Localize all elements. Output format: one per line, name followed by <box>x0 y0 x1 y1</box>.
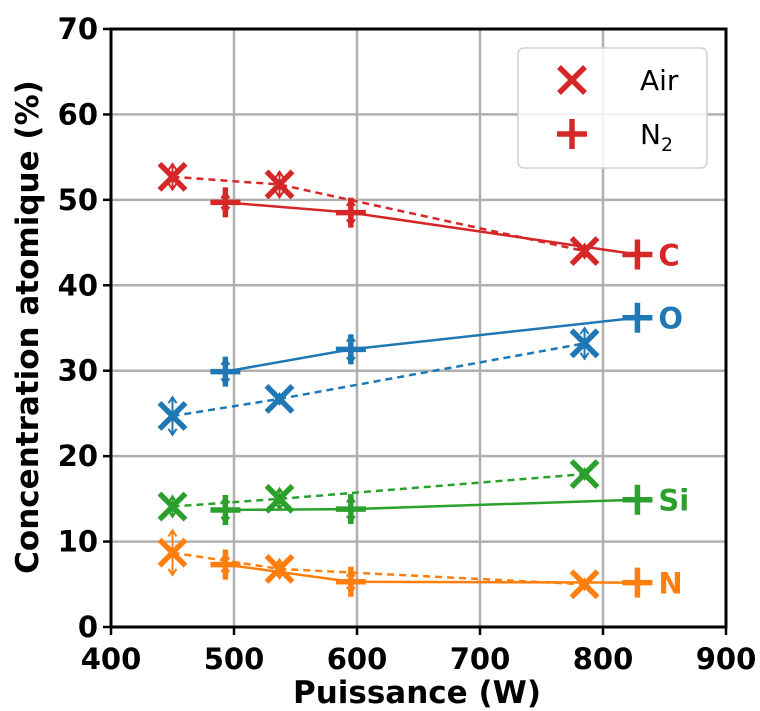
series-line <box>172 175 585 253</box>
plus-marker <box>622 567 653 598</box>
plus-marker <box>622 484 653 515</box>
series-n-n2 <box>210 549 653 598</box>
y-tick-label: 20 <box>58 439 98 473</box>
y-tick-label: 60 <box>58 97 98 131</box>
legend-label-subscript: 2 <box>661 134 673 156</box>
series-c-n2 <box>210 187 653 270</box>
x-marker <box>157 537 188 568</box>
error-cap-top <box>167 395 178 404</box>
plus-marker <box>622 302 653 333</box>
x-tick-label: 900 <box>696 642 757 676</box>
y-tick-label: 30 <box>58 354 98 388</box>
y-tick-label: 50 <box>58 183 98 217</box>
x-marker <box>569 569 600 600</box>
series-line <box>225 201 638 256</box>
element-label-o: O <box>658 302 683 336</box>
plus-marker <box>335 566 366 597</box>
legend-label: Air <box>640 64 679 97</box>
error-cap-top <box>579 326 590 335</box>
plus-marker <box>335 494 366 525</box>
x-tick-label: 800 <box>573 642 634 676</box>
legend-box <box>517 47 708 169</box>
y-tick-label: 40 <box>58 268 98 302</box>
y-tick-label: 70 <box>58 12 98 46</box>
error-cap-bottom <box>579 352 590 361</box>
legend-entry-1: N2 <box>557 118 673 156</box>
plus-marker <box>557 119 587 149</box>
element-label-n: N <box>658 567 682 601</box>
legend-entry-0: Air <box>557 64 679 97</box>
error-cap-bottom <box>167 183 178 192</box>
plus-marker <box>335 334 366 365</box>
x-marker <box>264 553 295 584</box>
y-axis-title: Concentration atomique (%) <box>10 80 46 574</box>
x-tick-label: 700 <box>450 642 511 676</box>
error-cap-top <box>167 528 178 538</box>
x-marker <box>569 236 600 267</box>
x-marker <box>569 459 600 490</box>
plus-marker <box>210 356 241 387</box>
x-marker <box>157 401 188 431</box>
x-marker <box>264 483 295 514</box>
error-cap-bottom <box>167 428 178 437</box>
error-cap-top <box>167 162 178 171</box>
element-labels: CO Si N <box>658 239 689 601</box>
plus-marker <box>622 239 653 270</box>
x-marker <box>157 161 188 192</box>
x-marker <box>569 328 600 359</box>
series-layer <box>157 161 653 600</box>
plot-border <box>109 27 728 629</box>
legend: Air N2 <box>517 47 708 169</box>
legend-label: N2 <box>640 118 673 156</box>
x-marker <box>264 383 295 414</box>
legend-label-text: N <box>640 118 661 151</box>
element-label-c: C <box>658 239 679 273</box>
plus-marker <box>210 494 241 525</box>
plot-frame <box>109 27 728 629</box>
series-o-n2 <box>210 302 653 387</box>
error-cap-bottom <box>167 568 178 577</box>
plus-marker <box>335 197 366 228</box>
x-marker <box>264 169 295 200</box>
series-c-air <box>157 161 600 267</box>
element-label-si: Si <box>658 484 689 518</box>
x-tick-label: 500 <box>204 642 265 676</box>
plus-marker <box>210 549 241 580</box>
error-cap-bottom <box>274 190 285 200</box>
legend-label-text: Air <box>640 64 679 97</box>
x-tick-label: 400 <box>81 642 142 676</box>
x-axis-title: Puissance (W) <box>293 675 541 711</box>
error-cap-top <box>274 169 285 179</box>
x-marker <box>157 491 188 522</box>
series-n-air <box>157 528 600 600</box>
series-si-air <box>157 459 600 522</box>
plus-marker <box>210 187 241 218</box>
x-tick-label: 600 <box>327 642 388 676</box>
series-si-n2 <box>210 484 653 525</box>
y-tick-label: 0 <box>78 610 98 644</box>
x-marker <box>557 65 587 95</box>
series-o-air <box>157 326 600 437</box>
ticks: 400 500 600 700 800 900 0 10 20 30 40 50 60 70 <box>58 12 757 676</box>
y-tick-label: 10 <box>58 525 98 559</box>
